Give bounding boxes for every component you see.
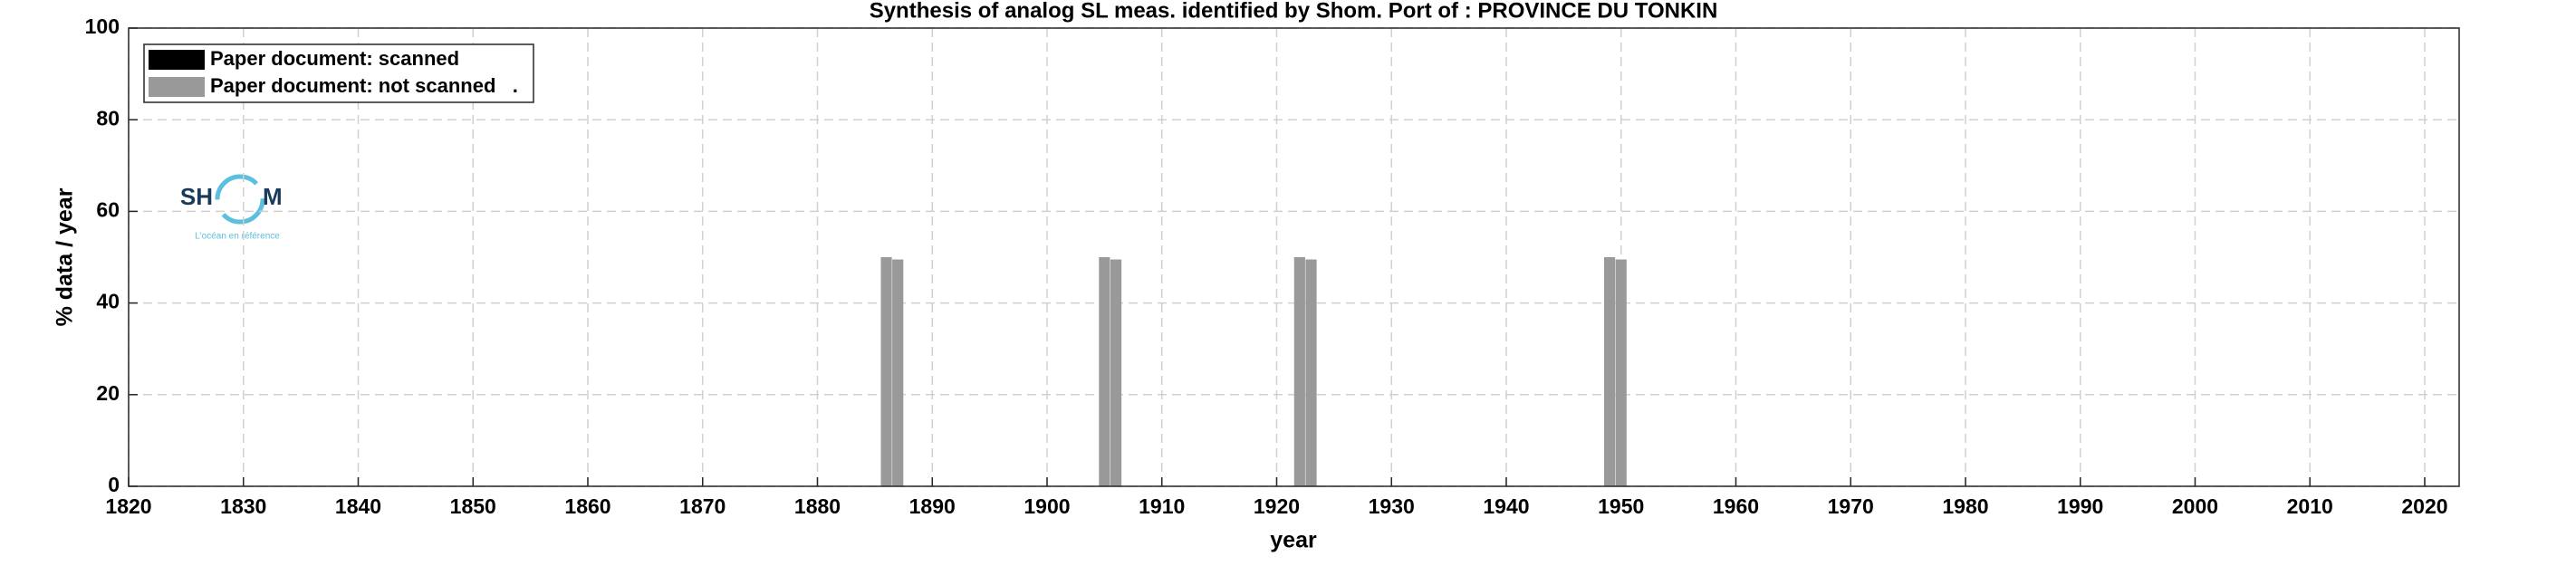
y-tick-label: 60 [96, 197, 120, 221]
bar [1305, 259, 1317, 486]
x-tick-label: 1830 [220, 494, 266, 518]
x-tick-label: 2000 [2172, 494, 2218, 518]
bar [892, 259, 904, 486]
y-tick-label: 0 [108, 473, 120, 496]
legend-label: Paper document: scanned [210, 47, 459, 70]
bar [880, 257, 892, 486]
x-tick-label: 1860 [564, 494, 610, 518]
bar [1099, 257, 1110, 486]
x-tick-label: 1880 [794, 494, 841, 518]
x-tick-label: 1900 [1024, 494, 1070, 518]
bar [1293, 257, 1305, 486]
x-tick-label: 1890 [909, 494, 956, 518]
x-tick-label: 1870 [679, 494, 726, 518]
legend-swatch [149, 50, 205, 70]
bar [1110, 259, 1122, 486]
y-tick-label: 40 [96, 290, 120, 313]
x-tick-label: 1840 [335, 494, 381, 518]
x-tick-label: 1920 [1254, 494, 1300, 518]
x-tick-label: 1940 [1483, 494, 1529, 518]
x-tick-label: 1910 [1139, 494, 1185, 518]
legend-label: Paper document: not scanned . [210, 74, 518, 97]
x-tick-label: 1950 [1598, 494, 1644, 518]
logo-tagline: L'océan en référence [195, 232, 280, 242]
logo-ring [215, 174, 265, 225]
y-axis-label: % data / year [53, 187, 78, 326]
x-tick-label: 1850 [450, 494, 496, 518]
legend-swatch [149, 77, 205, 97]
plot-frame [128, 27, 2460, 487]
y-tick-label: 100 [85, 14, 120, 38]
chart-title: Synthesis of analog SL meas. identified … [870, 0, 1718, 23]
y-tick-label: 20 [96, 381, 120, 405]
x-axis-label: year [1270, 528, 1317, 553]
x-tick-label: 2010 [2287, 494, 2333, 518]
bar [1603, 257, 1616, 486]
y-tick-label: 80 [96, 106, 120, 130]
x-tick-label: 1930 [1369, 494, 1415, 518]
x-tick-label: 1970 [1828, 494, 1874, 518]
x-tick-label: 1820 [105, 494, 151, 518]
logo-text: SH [180, 183, 213, 210]
x-tick-label: 2020 [2401, 494, 2447, 518]
plot-area [129, 28, 2459, 486]
legend: Paper document: scanned Paper document: n… [143, 43, 534, 103]
x-tick-label: 1980 [1942, 494, 1988, 518]
bar [1615, 259, 1627, 486]
x-tick-label: 1960 [1713, 494, 1759, 518]
logo: SH M L'océan en référence [180, 174, 283, 242]
logo-text: M [263, 183, 283, 210]
legend-box [143, 43, 534, 103]
x-tick-label: 1990 [2057, 494, 2103, 518]
